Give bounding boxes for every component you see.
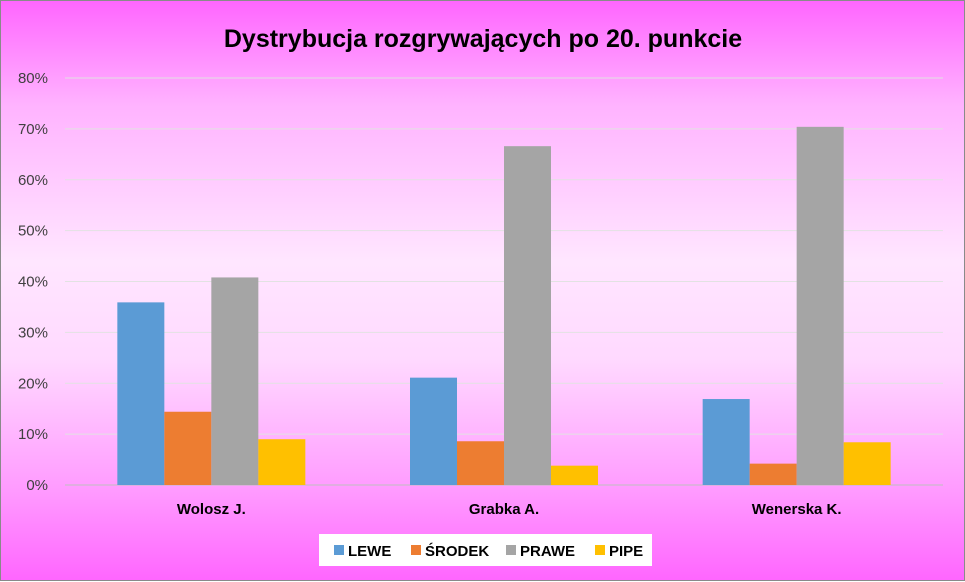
bar-pipe-1 xyxy=(258,439,306,485)
x-tick-label: Wenerska K. xyxy=(752,501,842,518)
chart-title: Dystrybucja rozgrywających po 20. punkci… xyxy=(224,25,742,53)
bar-pipe-3 xyxy=(843,442,891,485)
x-axis-ticks: Wolosz J. Grabka A. Wenerska K. xyxy=(177,501,842,518)
y-tick-label: 20% xyxy=(18,375,48,392)
bar-prawe-1 xyxy=(211,277,259,485)
bar-pipe-2 xyxy=(551,465,598,485)
legend: LEWE ŚRODEK PRAWE PIPE xyxy=(334,542,643,560)
y-tick-label: 40% xyxy=(18,274,48,291)
bars xyxy=(117,126,891,486)
y-tick-label: 60% xyxy=(18,172,48,189)
y-tick-label: 0% xyxy=(26,477,48,494)
legend-swatch-prawe xyxy=(506,545,516,555)
y-tick-label: 80% xyxy=(18,70,48,87)
bar-środek-1 xyxy=(164,411,212,485)
bar-prawe-2 xyxy=(504,146,551,486)
y-tick-label: 10% xyxy=(18,426,48,443)
bar-lewe-3 xyxy=(702,399,750,485)
bar-lewe-1 xyxy=(117,302,165,485)
legend-swatch-środek xyxy=(411,545,421,555)
y-tick-label: 70% xyxy=(18,121,48,138)
legend-label: PRAWE xyxy=(520,543,575,560)
y-tick-label: 50% xyxy=(18,223,48,240)
bar-środek-2 xyxy=(457,441,504,485)
bar-prawe-3 xyxy=(796,126,844,485)
y-axis-ticks: 0% 10% 20% 30% 40% 50% 60% 70% 80% xyxy=(18,70,48,494)
bar-środek-3 xyxy=(749,463,797,485)
y-tick-label: 30% xyxy=(18,324,48,341)
legend-swatch-lewe xyxy=(334,545,344,555)
x-tick-label: Grabka A. xyxy=(469,501,539,518)
bar-lewe-2 xyxy=(410,377,457,485)
legend-label: PIPE xyxy=(609,543,643,560)
legend-swatch-pipe xyxy=(595,545,605,555)
legend-label: ŚRODEK xyxy=(425,542,489,560)
x-tick-label: Wolosz J. xyxy=(177,501,246,518)
legend-label: LEWE xyxy=(348,543,391,560)
